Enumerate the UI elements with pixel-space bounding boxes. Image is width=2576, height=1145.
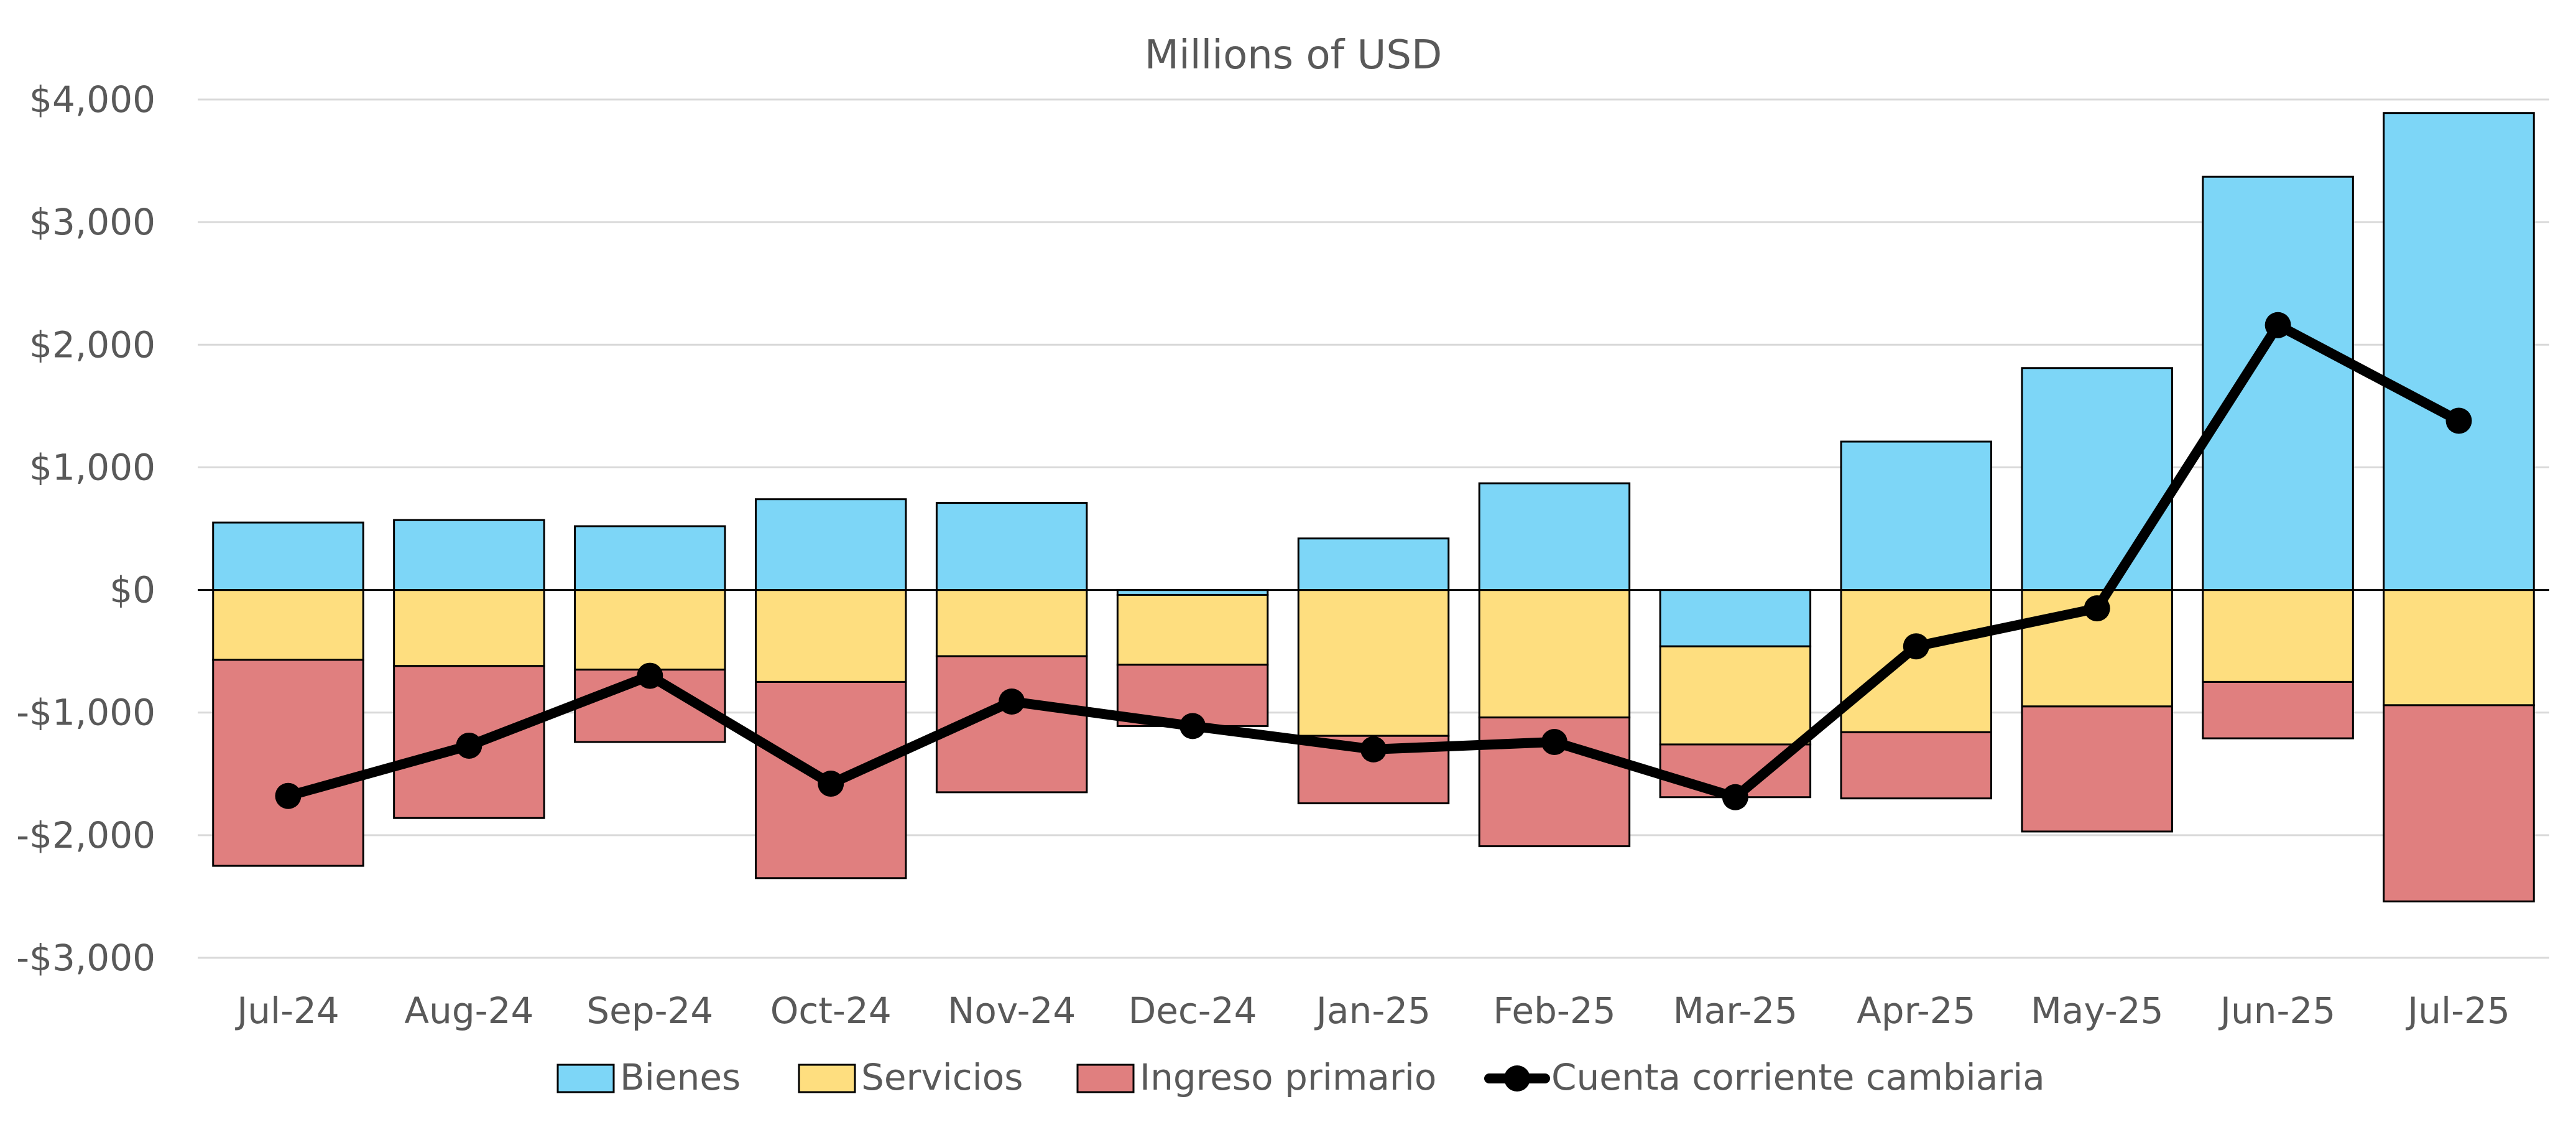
bar-servicios <box>574 589 726 671</box>
line-marker <box>999 688 1025 715</box>
legend-swatch-bienes <box>556 1064 615 1093</box>
y-tick-label: -$3,000 <box>16 937 155 979</box>
bar-bienes <box>574 525 726 591</box>
y-tick-label: $3,000 <box>29 201 155 243</box>
line-marker <box>456 732 482 759</box>
bar-bienes <box>754 498 907 591</box>
bar-bienes <box>1297 537 1450 591</box>
bar-servicios <box>1478 589 1631 719</box>
bar-servicios <box>1659 645 1812 746</box>
x-tick-label: Jul-24 <box>235 990 339 1032</box>
y-tick-label: $4,000 <box>29 78 155 121</box>
bars-layer <box>212 112 2535 902</box>
x-tick-label: Apr-25 <box>1857 990 1975 1032</box>
bar-bienes <box>393 519 545 591</box>
line-marker <box>1360 736 1387 763</box>
line-marker <box>2084 595 2110 622</box>
x-tick-label: Mar-25 <box>1673 990 1798 1032</box>
line-marker <box>275 782 302 809</box>
bar-bienes <box>212 521 364 591</box>
bar-ingreso-primario <box>1840 731 1993 800</box>
x-tick-label: Jan-25 <box>1314 990 1431 1032</box>
legend-label-ingreso-primario: Ingreso primario <box>1140 1056 1436 1098</box>
grid-layer <box>198 98 2549 959</box>
axis-layer: -$3,000 -$2,000 -$1,000 $0 $1,000 $2,000 $3,00… <box>16 78 2549 1032</box>
bar-servicios <box>2383 589 2535 707</box>
x-tick-label: Feb-25 <box>1493 990 1615 1032</box>
legend-marker-cuenta-corriente-cambiaria <box>1504 1065 1530 1092</box>
line-marker <box>1180 713 1206 739</box>
legend-label-servicios: Servicios <box>861 1056 1023 1098</box>
y-tick-label: $2,000 <box>29 323 155 366</box>
line-marker <box>1722 784 1748 810</box>
line-marker <box>1903 633 1929 660</box>
bar-bienes <box>1478 482 1631 591</box>
bar-servicios <box>2202 589 2354 683</box>
x-tick-label: May-25 <box>2031 990 2164 1032</box>
y-tick-label: $1,000 <box>29 446 155 488</box>
bar-bienes <box>2383 112 2535 591</box>
line-marker <box>818 771 844 797</box>
bar-servicios <box>1840 589 1993 733</box>
y-tick-label: $0 <box>109 569 155 611</box>
line-layer <box>275 312 2472 810</box>
bar-bienes <box>1840 440 1993 591</box>
bar-ingreso-primario <box>2383 704 2535 902</box>
bar-servicios <box>212 589 364 661</box>
x-tick-label: Jul-25 <box>2406 990 2510 1032</box>
y-tick-label: -$2,000 <box>16 814 155 856</box>
x-tick-label: Dec-24 <box>1129 990 1257 1032</box>
y-tick-label: -$1,000 <box>16 692 155 734</box>
bar-servicios <box>1297 589 1450 737</box>
x-tick-label: Sep-24 <box>586 990 713 1032</box>
legend-swatch-servicios <box>798 1064 856 1093</box>
bar-ingreso-primario <box>2202 680 2354 739</box>
bar-ingreso-primario <box>1478 716 1631 848</box>
line-marker <box>2264 312 2291 338</box>
bar-bienes <box>2202 175 2354 591</box>
bar-bienes <box>2021 367 2173 591</box>
legend-label-bienes: Bienes <box>620 1056 741 1098</box>
x-tick-label: Aug-24 <box>404 990 533 1032</box>
bar-bienes <box>1659 589 1812 647</box>
x-tick-label: Nov-24 <box>948 990 1076 1032</box>
legend-label-cuenta-corriente-cambiaria: Cuenta corriente cambiaria <box>1551 1056 2045 1098</box>
legend: Bienes Servicios Ingreso primario Cuenta co… <box>556 1056 2045 1098</box>
bar-ingreso-primario <box>2021 705 2173 833</box>
bar-servicios <box>935 589 1088 657</box>
x-tick-label: Jun-25 <box>2218 990 2335 1032</box>
chart-title: Millions of USD <box>1145 32 1443 78</box>
bar-bienes <box>935 502 1088 591</box>
bar-servicios <box>393 589 545 667</box>
bar-ingreso-primario <box>212 659 364 867</box>
legend-swatch-ingreso-primario <box>1076 1064 1135 1093</box>
line-marker <box>1541 729 1567 756</box>
line-marker <box>2445 407 2472 434</box>
line-marker <box>637 662 663 689</box>
x-tick-label: Oct-24 <box>770 990 892 1032</box>
bar-servicios <box>754 589 907 683</box>
bar-servicios <box>1116 593 1269 666</box>
